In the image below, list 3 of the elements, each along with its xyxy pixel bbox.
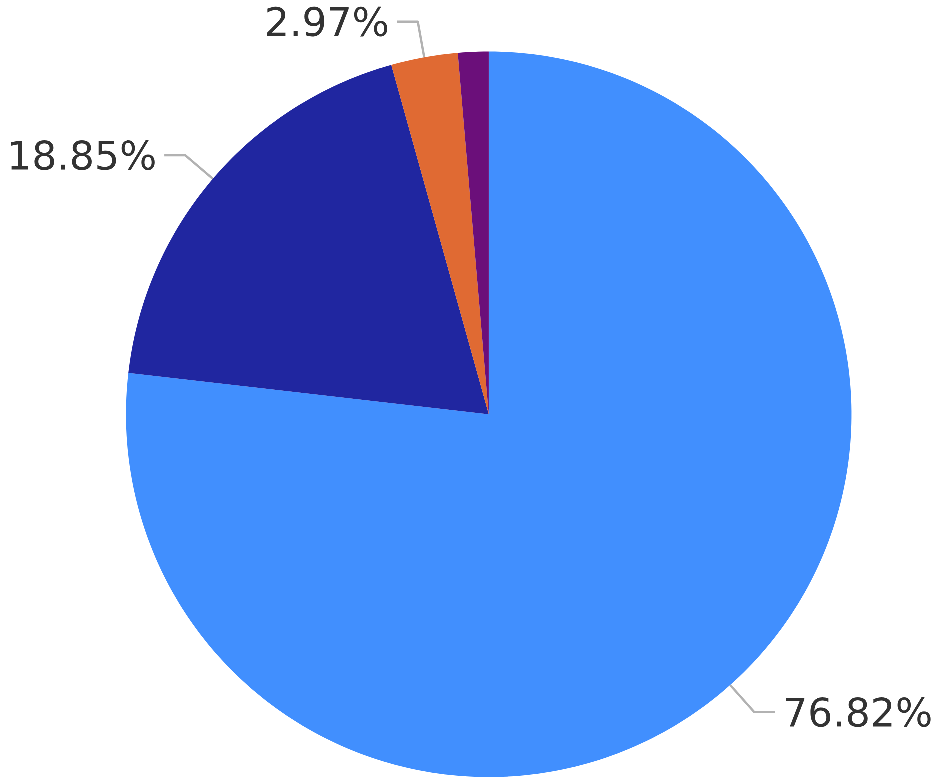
data-label: 2.97% <box>267 6 388 37</box>
data-label: 18.85% <box>11 140 155 170</box>
data-label: 76.82% <box>786 697 931 728</box>
